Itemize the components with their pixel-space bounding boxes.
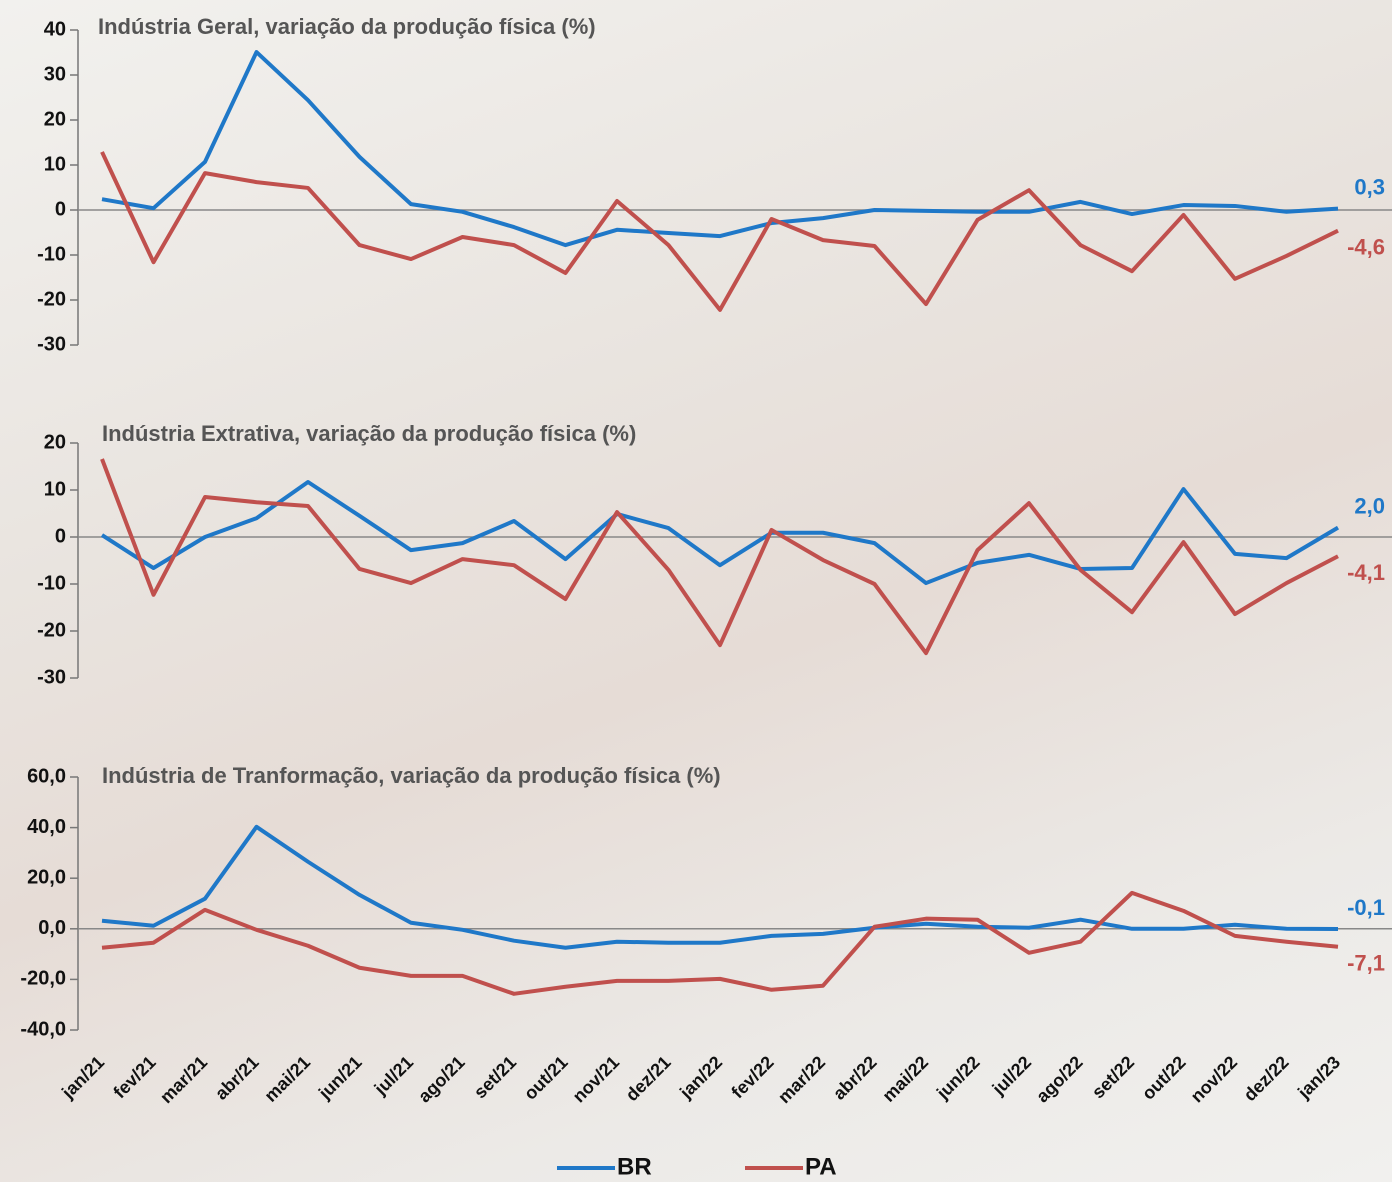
y-tick-label: -30 (37, 333, 66, 355)
x-tick-label: set/21 (470, 1052, 520, 1102)
y-tick-label: 10 (44, 153, 66, 175)
chart-title: Indústria Extrativa, variação da produçã… (102, 421, 636, 446)
x-tick-label: jun/22 (932, 1052, 984, 1104)
data-label: -4,6 (1347, 235, 1385, 260)
series-line (102, 482, 1338, 583)
x-tick-label: out/21 (520, 1052, 572, 1104)
data-label: -0,1 (1347, 895, 1385, 920)
y-tick-label: 0,0 (38, 917, 66, 939)
x-tick-label: jun/21 (314, 1052, 366, 1104)
series-line (102, 459, 1338, 653)
x-tick-label: set/22 (1088, 1052, 1138, 1102)
x-tick-label: mai/21 (260, 1052, 314, 1106)
x-tick-label: out/22 (1138, 1052, 1190, 1104)
x-tick-label: jul/21 (370, 1052, 417, 1099)
x-tick-label: mar/22 (774, 1052, 829, 1107)
x-tick-label: fev/22 (727, 1052, 777, 1102)
x-tick-label: jan/23 (1293, 1052, 1344, 1103)
x-tick-label: mai/22 (878, 1052, 932, 1106)
x-tick-label: jul/22 (988, 1052, 1035, 1099)
legend-label: BR (617, 1153, 652, 1180)
y-tick-label: 0 (55, 525, 66, 547)
y-tick-label: 30 (44, 63, 66, 85)
y-tick-label: 40 (44, 18, 66, 40)
data-label: 2,0 (1354, 493, 1385, 518)
x-tick-label: dez/21 (622, 1052, 675, 1105)
y-tick-label: -20 (37, 619, 66, 641)
y-tick-label: -10 (37, 572, 66, 594)
x-tick-label: ago/22 (1032, 1052, 1086, 1106)
chart-title: Indústria Geral, variação da produção fí… (98, 14, 596, 39)
x-tick-label: nov/21 (569, 1052, 623, 1106)
y-tick-label: 40,0 (27, 816, 66, 838)
chart-title: Indústria de Tranformação, variação da p… (102, 763, 721, 788)
data-label: -4,1 (1347, 560, 1385, 585)
y-tick-label: 20,0 (27, 866, 66, 888)
x-tick-label: jan/21 (57, 1052, 108, 1103)
x-tick-label: fev/21 (109, 1052, 159, 1102)
y-tick-label: 10 (44, 478, 66, 500)
y-tick-label: 0 (55, 198, 66, 220)
series-line (102, 152, 1338, 310)
x-tick-label: ago/21 (414, 1052, 468, 1106)
y-tick-label: -30 (37, 666, 66, 688)
series-line (102, 52, 1338, 245)
x-tick-label: abr/21 (211, 1052, 263, 1104)
y-tick-label: 20 (44, 431, 66, 453)
series-line (102, 827, 1338, 948)
page: -30 -20 -10 0 10 20 30 40 Indústria Geral, varia… (0, 0, 1392, 1182)
y-tick-label: 60,0 (27, 765, 66, 787)
y-tick-label: 20 (44, 108, 66, 130)
y-tick-label: -10 (37, 243, 66, 265)
y-tick-label: -20 (37, 288, 66, 310)
y-tick-label: -40,0 (20, 1018, 66, 1040)
x-tick-label: mar/21 (156, 1052, 211, 1107)
chart: -30 -20 -10 0 10 20 30 40 Indústria Geral, varia… (0, 0, 1392, 1182)
x-tick-label: jan/22 (675, 1052, 726, 1103)
data-label: -7,1 (1347, 951, 1385, 976)
x-tick-label: dez/22 (1240, 1052, 1293, 1105)
y-tick-label: -20,0 (20, 968, 66, 990)
data-label: 0,3 (1354, 174, 1385, 199)
x-tick-label: abr/22 (829, 1052, 881, 1104)
legend-label: PA (805, 1153, 837, 1180)
x-tick-label: nov/22 (1187, 1052, 1241, 1106)
